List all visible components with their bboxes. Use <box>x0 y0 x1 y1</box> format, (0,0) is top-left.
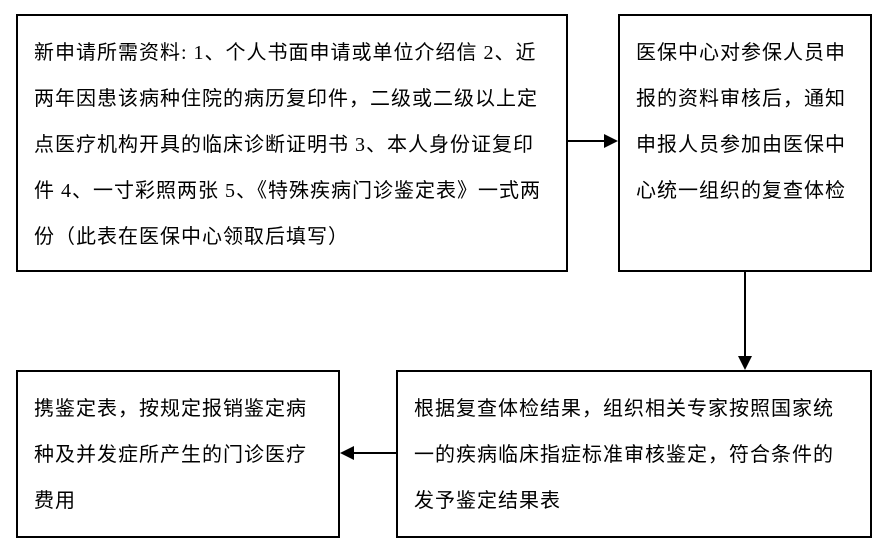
flowchart-box-review: 医保中心对参保人员申报的资料审核后，通知申报人员参加由医保中心统一组织的复查体检 <box>618 14 872 272</box>
flowchart-box-materials: 新申请所需资料: 1、个人书面申请或单位介绍信 2、近两年因患该病种住院的病历复… <box>16 14 568 272</box>
arrow-head-down-icon <box>738 356 752 370</box>
box-text: 医保中心对参保人员申报的资料审核后，通知申报人员参加由医保中心统一组织的复查体检 <box>636 42 846 202</box>
flowchart-box-reimbursement: 携鉴定表，按规定报销鉴定病种及并发症所产生的门诊医疗费用 <box>16 370 340 538</box>
arrow-line <box>744 272 746 358</box>
box-text: 携鉴定表，按规定报销鉴定病种及并发症所产生的门诊医疗费用 <box>34 398 307 512</box>
arrow-head-right-icon <box>604 134 618 148</box>
arrow-head-left-icon <box>340 446 354 460</box>
box-text: 新申请所需资料: 1、个人书面申请或单位介绍信 2、近两年因患该病种住院的病历复… <box>34 42 541 248</box>
arrow-line <box>354 452 396 454</box>
arrow-line <box>568 140 606 142</box>
box-text: 根据复查体检结果，组织相关专家按照国家统一的疾病临床指症标准审核鉴定，符合条件的… <box>414 398 834 512</box>
flowchart-box-appraisal: 根据复查体检结果，组织相关专家按照国家统一的疾病临床指症标准审核鉴定，符合条件的… <box>396 370 872 538</box>
